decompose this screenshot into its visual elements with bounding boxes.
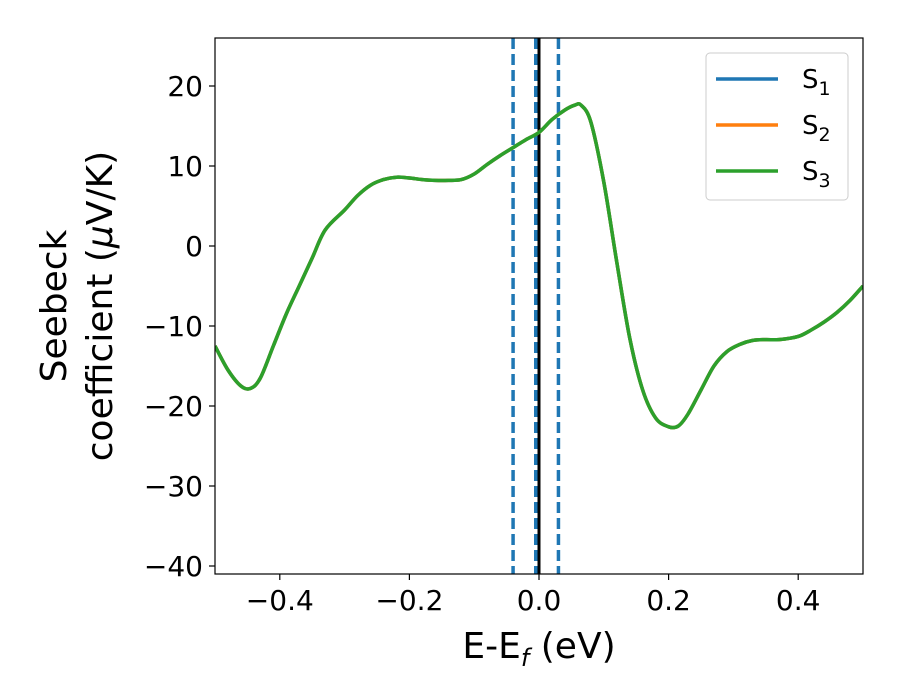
- x-axis-ticks: −0.4 −0.2 0.0 0.2 0.4: [246, 574, 821, 617]
- legend: S1 S2 S3: [705, 52, 849, 201]
- legend-label-s2: S2: [802, 111, 831, 146]
- x-tick-label: 0.2: [646, 584, 691, 617]
- series-line-s3: [215, 102, 863, 430]
- y-axis-label-line2a: coefficient (: [80, 248, 121, 461]
- y-axis-label-line2: coefficient (μV/K): [80, 151, 121, 461]
- y-axis-label-mu: μ: [80, 225, 121, 249]
- plot-area: [215, 38, 863, 574]
- x-axis-label-unit: (eV): [529, 626, 615, 667]
- y-axis-label-line1: Seebeck: [34, 229, 75, 382]
- y-tick-label: 0: [185, 230, 203, 263]
- x-tick-label: 0.4: [776, 584, 821, 617]
- x-axis-label-main: E-E: [462, 626, 520, 667]
- y-axis-label-line2b: V/K): [80, 151, 121, 225]
- y-axis-label: Seebeck coefficient (μV/K): [34, 151, 121, 461]
- y-tick-label: −20: [144, 390, 203, 423]
- y-axis-ticks: −40 −30 −20 −10 0 10 20: [144, 70, 215, 583]
- y-tick-label: −10: [144, 310, 203, 343]
- legend-label-s1: S1: [802, 65, 831, 100]
- y-tick-label: 20: [167, 70, 203, 103]
- x-tick-label: −0.2: [375, 584, 443, 617]
- x-tick-label: −0.4: [246, 584, 314, 617]
- y-tick-label: −30: [144, 470, 203, 503]
- y-tick-label: −40: [144, 550, 203, 583]
- x-tick-label: 0.0: [517, 584, 562, 617]
- legend-label-s3: S3: [802, 157, 831, 192]
- y-tick-label: 10: [167, 150, 203, 183]
- x-axis-label: E-Ef (eV): [462, 626, 615, 672]
